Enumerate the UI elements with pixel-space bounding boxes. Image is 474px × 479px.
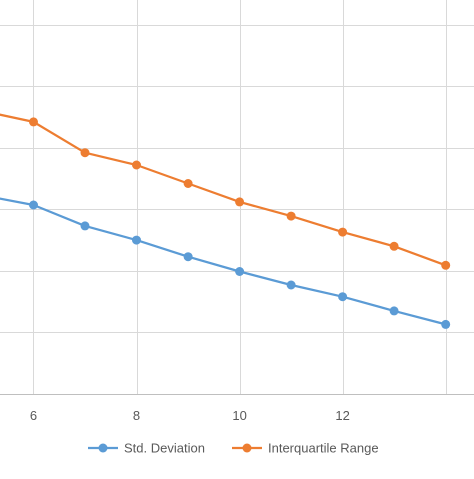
legend-swatch-marker-1 xyxy=(242,443,252,453)
data-point-0-3 xyxy=(132,235,141,245)
x-tick-label-1: 8 xyxy=(133,408,140,423)
legend-label-1: Interquartile Range xyxy=(268,441,379,456)
data-point-0-7 xyxy=(338,292,348,302)
data-point-1-5 xyxy=(235,197,245,207)
data-point-1-3 xyxy=(132,160,141,170)
data-point-1-1 xyxy=(29,117,38,127)
data-point-0-5 xyxy=(235,267,245,276)
series-line-0 xyxy=(0,197,446,326)
data-point-0-2 xyxy=(80,221,90,231)
data-point-0-4 xyxy=(183,252,193,262)
legend-swatch-marker-0 xyxy=(98,443,108,453)
data-point-1-9 xyxy=(441,260,451,270)
legend-label-0: Std. Deviation xyxy=(124,441,205,456)
data-point-1-4 xyxy=(183,179,193,188)
legend-entry-1: Interquartile Range xyxy=(232,441,379,456)
data-point-0-1 xyxy=(29,200,38,210)
data-point-0-8 xyxy=(389,306,399,316)
legend-entry-0: Std. Deviation xyxy=(88,441,205,456)
legend: Std. Deviation Interquartile Range xyxy=(88,441,379,456)
x-tick-labels: 6 8 10 12 xyxy=(30,408,350,423)
x-tick-label-3: 12 xyxy=(335,408,349,423)
data-point-0-9 xyxy=(441,319,451,329)
data-point-1-2 xyxy=(80,148,90,158)
x-tick-label-2: 10 xyxy=(232,408,246,423)
x-tick-label-0: 6 xyxy=(30,408,37,423)
series-layer xyxy=(0,113,451,329)
series-line-1 xyxy=(0,113,447,267)
data-point-1-8 xyxy=(389,241,399,251)
series-1 xyxy=(0,113,451,270)
data-point-0-6 xyxy=(286,280,296,290)
data-point-1-6 xyxy=(286,211,296,221)
series-0 xyxy=(0,197,451,329)
data-point-1-7 xyxy=(338,227,348,237)
